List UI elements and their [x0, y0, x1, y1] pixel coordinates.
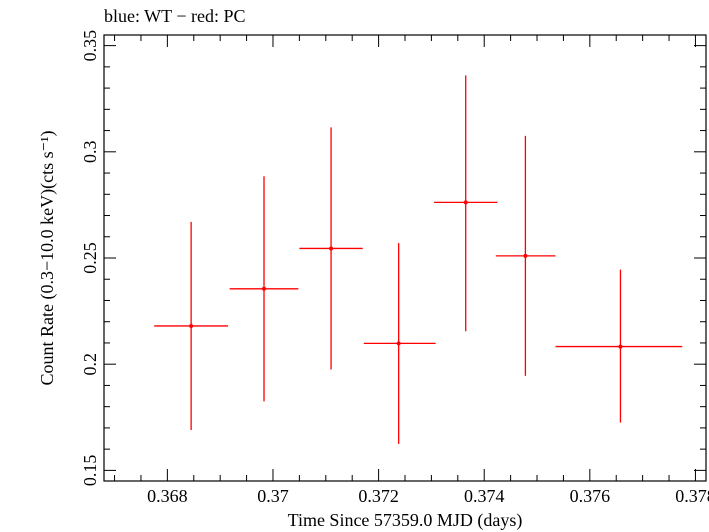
point-marker	[329, 246, 334, 251]
data-point	[299, 127, 363, 370]
data-point	[555, 269, 683, 423]
x-tick-label: 0.378	[675, 486, 709, 506]
x-tick-label: 0.374	[464, 486, 505, 506]
point-marker	[463, 200, 468, 205]
data-points	[154, 75, 683, 444]
data-point	[495, 135, 556, 376]
point-marker	[189, 323, 194, 328]
point-marker	[618, 344, 623, 349]
data-point	[434, 75, 498, 332]
point-marker	[262, 286, 267, 291]
y-axis-label: Count Rate (0.3−10.0 keV)(cts s⁻¹)	[37, 130, 58, 385]
y-tick-label: 0.35	[80, 30, 100, 62]
data-point	[363, 243, 436, 444]
y-tick-label: 0.25	[80, 242, 100, 274]
x-tick-label: 0.372	[358, 486, 399, 506]
y-tick-labels: 0.15 0.2 0.25 0.3 0.35	[80, 30, 100, 486]
y-tick-label: 0.3	[80, 141, 100, 164]
x-tick-label: 0.376	[570, 486, 611, 506]
plot-frame	[103, 34, 707, 482]
x-tick-label: 0.368	[147, 486, 188, 506]
data-point	[154, 221, 229, 431]
axis-ticks	[104, 35, 706, 481]
data-point	[229, 176, 299, 402]
y-tick-label: 0.15	[80, 455, 100, 487]
x-tick-labels: 0.368 0.37 0.372 0.374 0.376 0.378	[147, 486, 709, 506]
x-tick-label: 0.37	[257, 486, 289, 506]
chart-title: blue: WT − red: PC	[104, 6, 245, 26]
x-axis-label: Time Since 57359.0 MJD (days)	[288, 510, 523, 531]
point-marker	[523, 253, 528, 258]
y-tick-label: 0.2	[80, 353, 100, 376]
point-marker	[396, 341, 401, 346]
